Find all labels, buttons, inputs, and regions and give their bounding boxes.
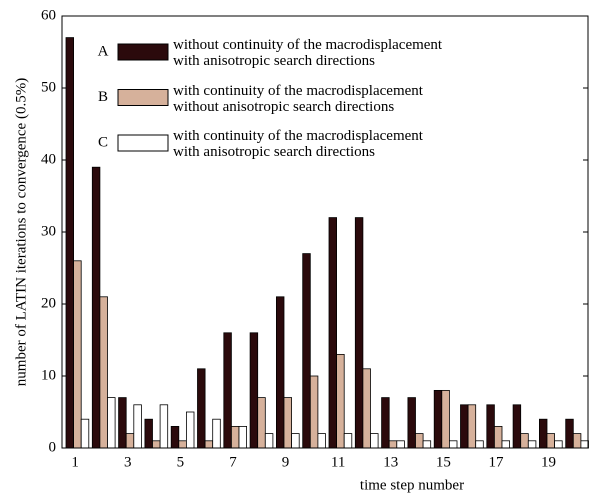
bar bbox=[448, 440, 458, 449]
y-tick-label: 60 bbox=[41, 7, 56, 23]
x-tick-label: 3 bbox=[124, 454, 132, 470]
bar bbox=[415, 433, 424, 449]
bar bbox=[264, 433, 274, 449]
bar bbox=[238, 425, 247, 449]
legend-label: with continuity of the macrodisplacement… bbox=[173, 82, 423, 115]
bar bbox=[354, 217, 364, 449]
bar bbox=[520, 433, 529, 449]
bar bbox=[565, 418, 574, 449]
legend-key: A bbox=[98, 43, 109, 59]
bar bbox=[512, 404, 522, 449]
bar bbox=[580, 440, 589, 449]
bar bbox=[197, 368, 206, 449]
bar bbox=[223, 332, 232, 449]
bar bbox=[433, 389, 443, 449]
bar bbox=[407, 397, 416, 449]
plot-frame bbox=[61, 15, 589, 449]
bar bbox=[204, 440, 214, 449]
bar bbox=[546, 433, 555, 449]
bar bbox=[309, 375, 319, 449]
x-tick-label: 15 bbox=[436, 454, 451, 470]
bar bbox=[539, 418, 548, 449]
legend-swatch bbox=[117, 43, 169, 61]
y-tick-label: 30 bbox=[41, 223, 56, 239]
y-tick-label: 0 bbox=[49, 439, 57, 455]
legend-key: C bbox=[98, 134, 108, 150]
x-tick-label: 7 bbox=[229, 454, 237, 470]
bar bbox=[501, 440, 510, 449]
bar bbox=[65, 37, 74, 449]
bar bbox=[230, 425, 240, 449]
x-tick-label: 9 bbox=[282, 454, 290, 470]
y-tick-label: 50 bbox=[41, 79, 56, 95]
x-tick-label: 1 bbox=[71, 454, 79, 470]
y-tick-label: 10 bbox=[41, 367, 56, 383]
bar bbox=[554, 440, 563, 449]
legend-label: without continuity of the macrodisplacem… bbox=[173, 37, 443, 69]
bar bbox=[328, 217, 337, 449]
bar bbox=[185, 411, 195, 449]
x-tick-label: 5 bbox=[177, 454, 185, 470]
y-tick-label: 40 bbox=[41, 151, 56, 167]
bar bbox=[152, 440, 161, 449]
bar bbox=[302, 253, 311, 449]
bar bbox=[291, 433, 300, 449]
bar bbox=[178, 440, 187, 449]
bar bbox=[388, 440, 398, 449]
bar bbox=[133, 404, 142, 449]
bar bbox=[441, 389, 450, 449]
y-axis-label: number of LATIN iterations to convergenc… bbox=[13, 78, 29, 386]
x-tick-label: 11 bbox=[331, 454, 345, 470]
x-tick-label: 17 bbox=[488, 454, 504, 470]
bar bbox=[527, 440, 537, 449]
bar bbox=[460, 404, 469, 449]
y-tick-label: 20 bbox=[41, 295, 56, 311]
bar bbox=[343, 433, 353, 449]
x-axis-label: time step number bbox=[360, 477, 464, 493]
legend-swatch bbox=[117, 89, 169, 106]
bar bbox=[170, 425, 180, 449]
legend-key: B bbox=[98, 89, 108, 105]
bar bbox=[275, 296, 285, 449]
bar bbox=[125, 433, 135, 449]
bar bbox=[572, 433, 582, 449]
bar bbox=[396, 440, 405, 449]
bar bbox=[493, 425, 503, 449]
legend-label: with continuity of the macrodisplacement… bbox=[173, 128, 423, 160]
bar bbox=[370, 433, 379, 449]
bar bbox=[283, 397, 292, 449]
bar bbox=[486, 404, 495, 449]
x-tick-label: 13 bbox=[383, 454, 398, 470]
bar bbox=[212, 418, 221, 449]
bar bbox=[118, 397, 127, 449]
bar bbox=[381, 397, 390, 449]
bar bbox=[317, 433, 326, 449]
bar bbox=[467, 404, 477, 449]
bar bbox=[107, 397, 116, 449]
bar bbox=[362, 368, 371, 449]
x-tick-label: 19 bbox=[541, 454, 556, 470]
bar bbox=[99, 296, 108, 449]
bar bbox=[422, 440, 432, 449]
bar bbox=[80, 418, 90, 449]
bar bbox=[144, 418, 153, 449]
bar bbox=[336, 353, 345, 449]
bar bbox=[249, 332, 259, 449]
bar bbox=[475, 440, 484, 449]
bar bbox=[159, 404, 169, 449]
legend-swatch bbox=[117, 134, 169, 152]
bar bbox=[257, 397, 266, 449]
bar bbox=[91, 166, 101, 449]
bar bbox=[73, 260, 82, 449]
